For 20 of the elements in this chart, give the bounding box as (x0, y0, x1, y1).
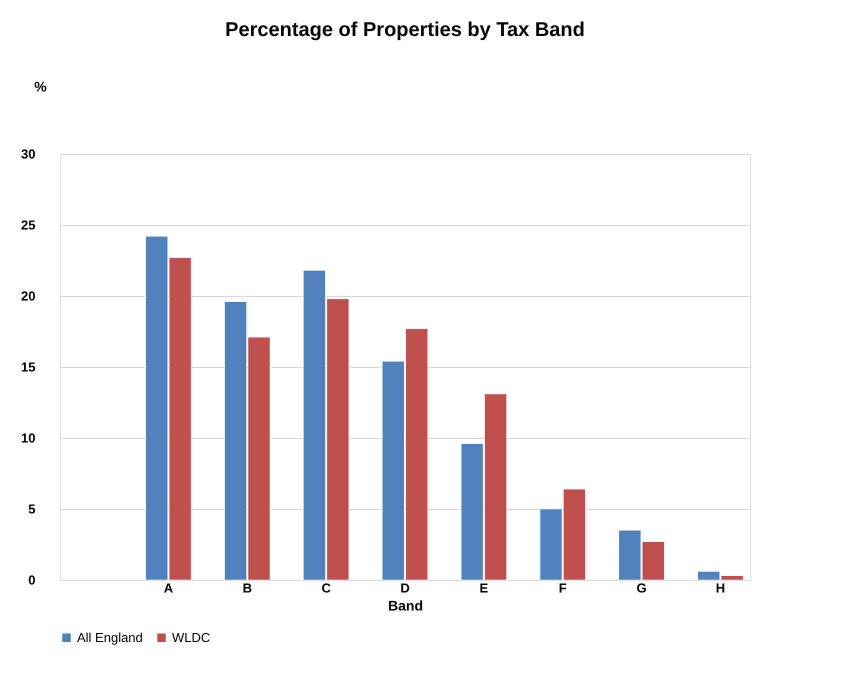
x-tick-label: G (636, 580, 647, 596)
x-tick-label: D (400, 580, 410, 596)
chart-title: Percentage of Properties by Tax Band (225, 19, 585, 41)
x-tick-label: H (716, 580, 726, 596)
x-tick-label: C (321, 580, 332, 596)
x-tick-label: A (164, 580, 174, 596)
legend-label: WLDC (172, 630, 210, 645)
y-tick-label: 25 (21, 218, 36, 232)
y-tick-label: 15 (21, 360, 36, 374)
x-axis-title: Band (388, 598, 423, 614)
y-tick-label: 10 (21, 430, 36, 446)
y-tick-label: 30 (21, 146, 36, 162)
y-tick-label: 5 (28, 502, 36, 516)
x-tick-label: F (558, 580, 567, 596)
x-tick-label: B (242, 580, 252, 596)
legend-label: All England (77, 630, 143, 645)
y-axis-title: % (34, 78, 48, 94)
y-tick-label: 0 (28, 572, 36, 588)
y-tick-label: 20 (21, 288, 36, 304)
x-tick-label: E (480, 580, 489, 596)
